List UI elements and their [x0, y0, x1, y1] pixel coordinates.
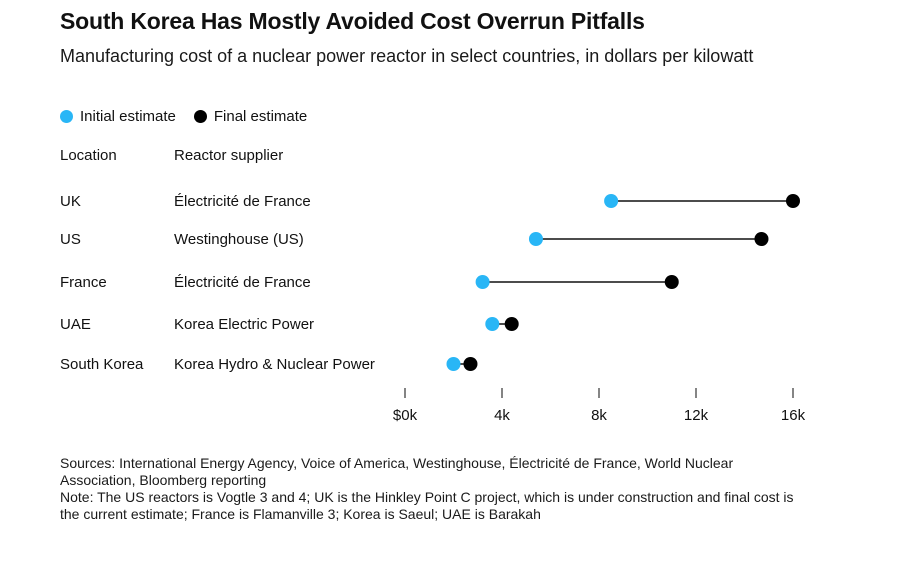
initial-point-uae [485, 317, 500, 331]
final-point-france [664, 275, 679, 289]
row-supplier-us: Westinghouse (US) [174, 231, 304, 248]
row-supplier-uae: Korea Electric Power [174, 316, 314, 333]
x-tick-label-3: 12k [684, 407, 709, 424]
row-location-us: US [60, 231, 81, 248]
row-location-france: France [60, 274, 107, 291]
legend-swatch-final [193, 109, 207, 123]
row-location-south-korea: South Korea [60, 356, 144, 373]
final-point-uae [504, 317, 519, 331]
row-location-uae: UAE [60, 316, 91, 333]
legend: Initial estimate Final estimate [60, 106, 325, 126]
row-supplier-france: Électricité de France [174, 274, 311, 291]
row-location-uk: UK [60, 193, 81, 210]
initial-point-south-korea [446, 357, 461, 371]
row-supplier-uk: Électricité de France [174, 193, 311, 210]
chart-title: South Korea Has Mostly Avoided Cost Over… [60, 8, 645, 34]
initial-point-uk [604, 194, 619, 208]
methodology-note: Note: The US reactors is Vogtle 3 and 4;… [60, 489, 794, 522]
x-tick-label-0: $0k [393, 407, 418, 424]
column-header-supplier: Reactor supplier [174, 147, 284, 164]
final-point-uk [786, 194, 800, 208]
dumbbell-chart: UK Électricité de France US Westinghouse (U… [60, 193, 806, 424]
sources-note: Sources: International Energy Agency, Vo… [60, 455, 734, 488]
legend-label-final: Final estimate [213, 107, 308, 125]
x-tick-label-4: 16k [781, 407, 806, 424]
chart-subtitle: Manufacturing cost of a nuclear power re… [60, 46, 754, 66]
legend-item-initial: Initial estimate [60, 108, 176, 125]
initial-point-france [475, 275, 490, 289]
initial-point-us [528, 232, 543, 246]
legend-item-final: Final estimate [193, 107, 308, 125]
row-supplier-south-korea: Korea Hydro & Nuclear Power [174, 356, 375, 373]
column-header-location: Location [60, 147, 117, 164]
x-tick-label-1: 4k [494, 407, 510, 424]
final-point-south-korea [463, 357, 478, 371]
chart-footer: Sources: International Energy Agency, Vo… [60, 455, 800, 523]
legend-swatch-initial [60, 109, 73, 123]
x-tick-label-2: 8k [591, 407, 607, 424]
legend-label-initial: Initial estimate [80, 107, 176, 125]
final-point-us [754, 232, 769, 246]
